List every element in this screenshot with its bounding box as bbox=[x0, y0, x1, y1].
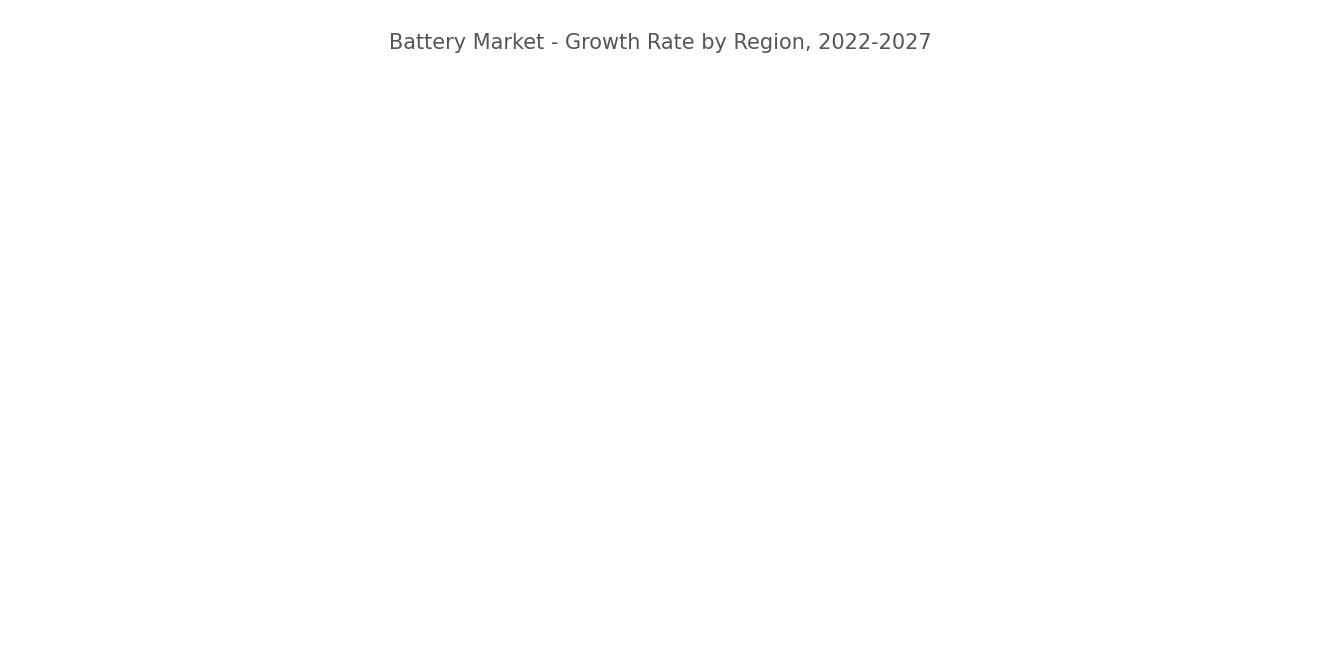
Text: Battery Market - Growth Rate by Region, 2022-2027: Battery Market - Growth Rate by Region, … bbox=[388, 33, 932, 53]
